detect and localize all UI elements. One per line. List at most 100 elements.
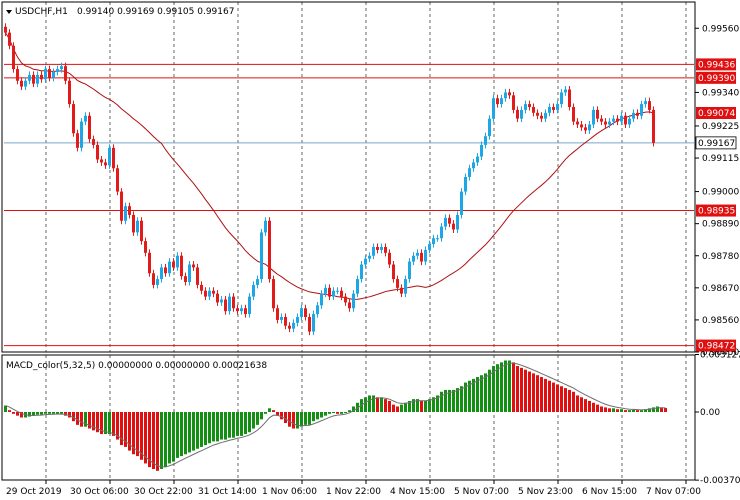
time-tick-label: 5 Nov 07:00 [454, 487, 509, 497]
candle-body [492, 98, 495, 119]
macd-bar [284, 411, 287, 424]
candle-body [316, 305, 319, 315]
candle-body [392, 264, 395, 280]
macd-bar [324, 411, 327, 416]
macd-bar [200, 411, 203, 447]
dropdown-triangle-icon[interactable] [6, 10, 12, 14]
macd-bar [348, 410, 351, 412]
macd-bar [340, 411, 343, 414]
macd-bar [404, 402, 407, 412]
macd-bar [564, 388, 567, 412]
candle-body [172, 261, 175, 268]
candle-body [156, 279, 159, 285]
candle-body [576, 121, 579, 125]
macd-bar [108, 411, 111, 435]
macd-bar [264, 411, 267, 414]
candle-body [228, 296, 231, 312]
macd-bar [80, 411, 83, 427]
macd-bar [616, 409, 619, 412]
candle-body [344, 296, 347, 303]
candle-body [88, 115, 91, 140]
candle-body [424, 249, 427, 262]
macd-bar [52, 411, 55, 414]
candle-body [508, 92, 511, 96]
current-price-tag [695, 136, 737, 150]
candle-body [608, 121, 611, 125]
macd-bar [492, 366, 495, 412]
candle-body [84, 115, 87, 122]
macd-bar [220, 411, 223, 440]
candle-body [456, 214, 459, 230]
candle-body [148, 252, 151, 274]
level-price-label: 0.98935 [698, 207, 735, 217]
macd-bar [156, 411, 159, 471]
macd-bar [140, 411, 143, 460]
candle-body [368, 255, 371, 259]
price-tick-label: 0.99560 [702, 24, 739, 34]
macd-bar [468, 380, 471, 412]
candle-body [180, 255, 183, 277]
candle-body [432, 238, 435, 245]
candle-body [164, 267, 167, 274]
level-price-tag [696, 339, 736, 352]
candle-body [256, 279, 259, 285]
price-tick-label: 0.98560 [702, 316, 739, 326]
candle-body [200, 284, 203, 291]
candle-body [408, 261, 411, 280]
candle-body [652, 109, 655, 143]
candle-body [612, 118, 615, 122]
macd-bar [48, 411, 51, 414]
candle-body [20, 80, 23, 87]
candle-body [604, 121, 607, 125]
candle-body [420, 252, 423, 262]
candle-body [236, 308, 239, 312]
candle-body [564, 89, 567, 93]
candle-body [324, 287, 327, 294]
price-tick-label: 0.98670 [702, 284, 739, 294]
macd-bar [240, 411, 243, 436]
candle-body [252, 284, 255, 297]
time-tick-label: 1 Nov 06:00 [262, 487, 317, 497]
candle-body [452, 223, 455, 230]
macd-bar [560, 386, 563, 412]
macd-bar [312, 411, 315, 422]
macd-bar [208, 411, 211, 444]
level-price-tag [696, 58, 736, 71]
macd-bar [188, 411, 191, 453]
macd-bar [508, 360, 511, 412]
macd-bar [536, 375, 539, 412]
candle-body [248, 296, 251, 315]
candle-body [144, 241, 147, 253]
macd-bar [280, 411, 283, 420]
macd-bar [388, 400, 391, 412]
main-price-panel[interactable]: 0.99560 0.99340 0.99225 0.99115 0.99000 0.988… [1, 1, 739, 358]
macd-bar [104, 411, 107, 435]
macd-bar [624, 410, 627, 412]
candle-body [632, 112, 635, 119]
macd-bar [116, 411, 119, 440]
indicator-tick-label: 0.0031272 [700, 351, 740, 361]
candles [4, 23, 655, 336]
candle-body [524, 104, 527, 110]
time-tick-label: 4 Nov 15:00 [390, 487, 445, 497]
candle-body [260, 232, 263, 280]
macd-indicator-panel[interactable]: 0.0031272 0.00 -0.003707 MACD_color(5,32,5… [1, 351, 740, 487]
macd-bar [448, 389, 451, 412]
candle-body [168, 261, 171, 274]
candle-body [28, 74, 31, 81]
candle-body [224, 299, 227, 312]
macd-bar [144, 411, 147, 464]
candle-body [60, 66, 63, 70]
candle-body [8, 32, 11, 46]
candle-body [328, 287, 331, 297]
macd-bar [256, 411, 259, 425]
macd-bar [664, 408, 667, 412]
candle-body [12, 45, 15, 70]
candle-body [512, 95, 515, 110]
macd-bar [136, 411, 139, 457]
price-tick-label: 0.98450 [702, 348, 739, 358]
candle-body [336, 290, 339, 292]
macd-bar [252, 411, 255, 429]
macd-bar [612, 408, 615, 412]
